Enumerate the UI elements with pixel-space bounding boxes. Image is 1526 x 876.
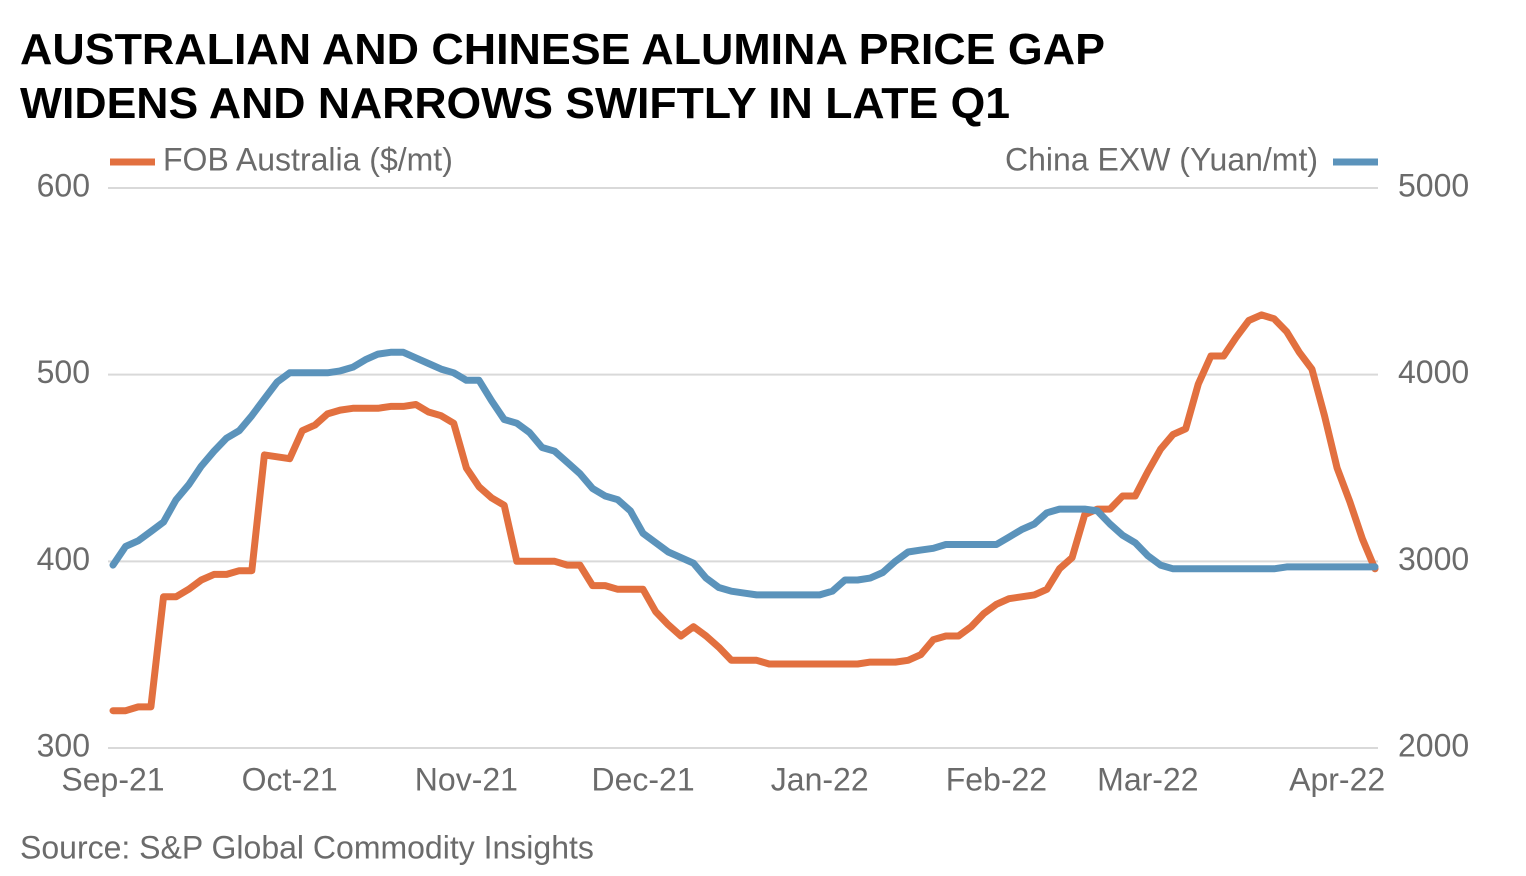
y2-tick-label: 3000	[1398, 541, 1469, 577]
y-tick-label: 300	[37, 727, 90, 763]
chart-title: AUSTRALIAN AND CHINESE ALUMINA PRICE GAP	[20, 25, 1105, 74]
x-tick-label: Dec-21	[591, 761, 694, 797]
y-tick-label: 500	[37, 354, 90, 390]
x-tick-label: Oct-21	[242, 761, 338, 797]
x-tick-label: Sep-21	[61, 761, 164, 797]
x-tick-label: Jan-22	[771, 761, 869, 797]
chart-title: WIDENS AND NARROWS SWIFTLY IN LATE Q1	[20, 79, 1010, 128]
y-tick-label: 600	[37, 167, 90, 203]
x-tick-label: Mar-22	[1097, 761, 1198, 797]
data-line	[109, 348, 1379, 599]
legend-label: China EXW (Yuan/mt)	[1005, 141, 1318, 177]
x-tick-label: Apr-22	[1289, 761, 1385, 797]
source-note: Source: S&P Global Commodity Insights	[20, 829, 594, 865]
y2-tick-label: 2000	[1398, 727, 1469, 763]
legend-label: FOB Australia ($/mt)	[163, 141, 453, 177]
y-tick-label: 400	[37, 541, 90, 577]
y2-tick-label: 5000	[1398, 167, 1469, 203]
data-line	[109, 311, 1379, 715]
y2-tick-label: 4000	[1398, 354, 1469, 390]
x-tick-label: Nov-21	[415, 761, 518, 797]
x-tick-label: Feb-22	[946, 761, 1047, 797]
